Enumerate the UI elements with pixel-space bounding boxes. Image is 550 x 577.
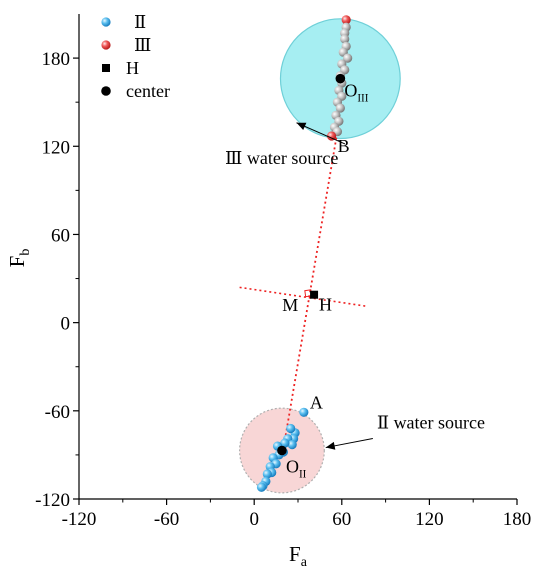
point-ii (262, 469, 272, 479)
x-axis-label: Fa (289, 542, 308, 570)
legend-label-h: H (126, 58, 139, 78)
legend-label-ii: Ⅱ (134, 12, 146, 32)
a-label: A (310, 392, 323, 412)
center-label-o-ii: OII (286, 457, 307, 481)
legend-marker-center (101, 86, 111, 96)
annotation-arrowhead-water2 (325, 441, 336, 450)
point-iii (341, 15, 351, 25)
y-axis-label: Fb (5, 249, 33, 268)
point-iii (340, 34, 350, 44)
legend-marker-ii (101, 17, 111, 27)
center-label-o-iii: OIII (344, 81, 368, 105)
point-iii (343, 53, 353, 63)
center-point-o-ii (277, 445, 287, 456)
center-label-o-iii-sub: III (357, 93, 368, 105)
x-tick-label: 60 (332, 509, 351, 530)
m-label: M (282, 295, 298, 315)
x-tick-label: -60 (154, 509, 179, 530)
point-ii (299, 407, 309, 417)
x-tick-label: 0 (249, 509, 259, 530)
point-ii (280, 438, 290, 448)
annotation-arrowhead-water3 (296, 122, 307, 131)
point-iii (335, 103, 345, 113)
y-tick-label: 180 (42, 49, 71, 70)
annotations: Ⅱ water source Ⅲ water source (225, 122, 485, 450)
annotation-text-water3: Ⅲ water source (225, 148, 338, 168)
point-iii (326, 131, 337, 141)
axis-ticks: -120 -60 0 60 120 180 -120 -60 0 60 120 180 (35, 49, 531, 530)
perpendicular-line (239, 286, 369, 308)
connecting-line (283, 122, 340, 441)
h-point (310, 290, 319, 299)
point-ii (287, 440, 297, 450)
center-label-o-ii-main: O (286, 457, 299, 477)
center-point-o-iii (335, 73, 346, 84)
center-label-o-ii-sub: II (299, 469, 307, 481)
y-tick-label: -120 (35, 490, 70, 511)
x-tick-label: -120 (62, 509, 97, 530)
point-ii (256, 482, 267, 492)
y-tick-label: -60 (45, 402, 70, 423)
h-label: H (319, 295, 332, 315)
connecting-lines (239, 122, 369, 441)
x-tick-label: 180 (503, 509, 532, 530)
b-label: B (338, 136, 350, 156)
y-tick-label: 0 (61, 314, 71, 335)
point-ii (286, 423, 296, 434)
annotation-text-water2: Ⅱ water source (377, 412, 485, 432)
x-tick-label: 120 (415, 509, 444, 530)
legend-label-center: center (126, 81, 170, 101)
legend-marker-iii (101, 40, 111, 50)
legend-label-iii: Ⅲ (134, 35, 151, 55)
legend-marker-h (102, 64, 110, 72)
center-label-o-iii-main: O (344, 81, 357, 101)
y-tick-label: 120 (42, 137, 71, 158)
y-tick-label: 60 (51, 225, 70, 246)
